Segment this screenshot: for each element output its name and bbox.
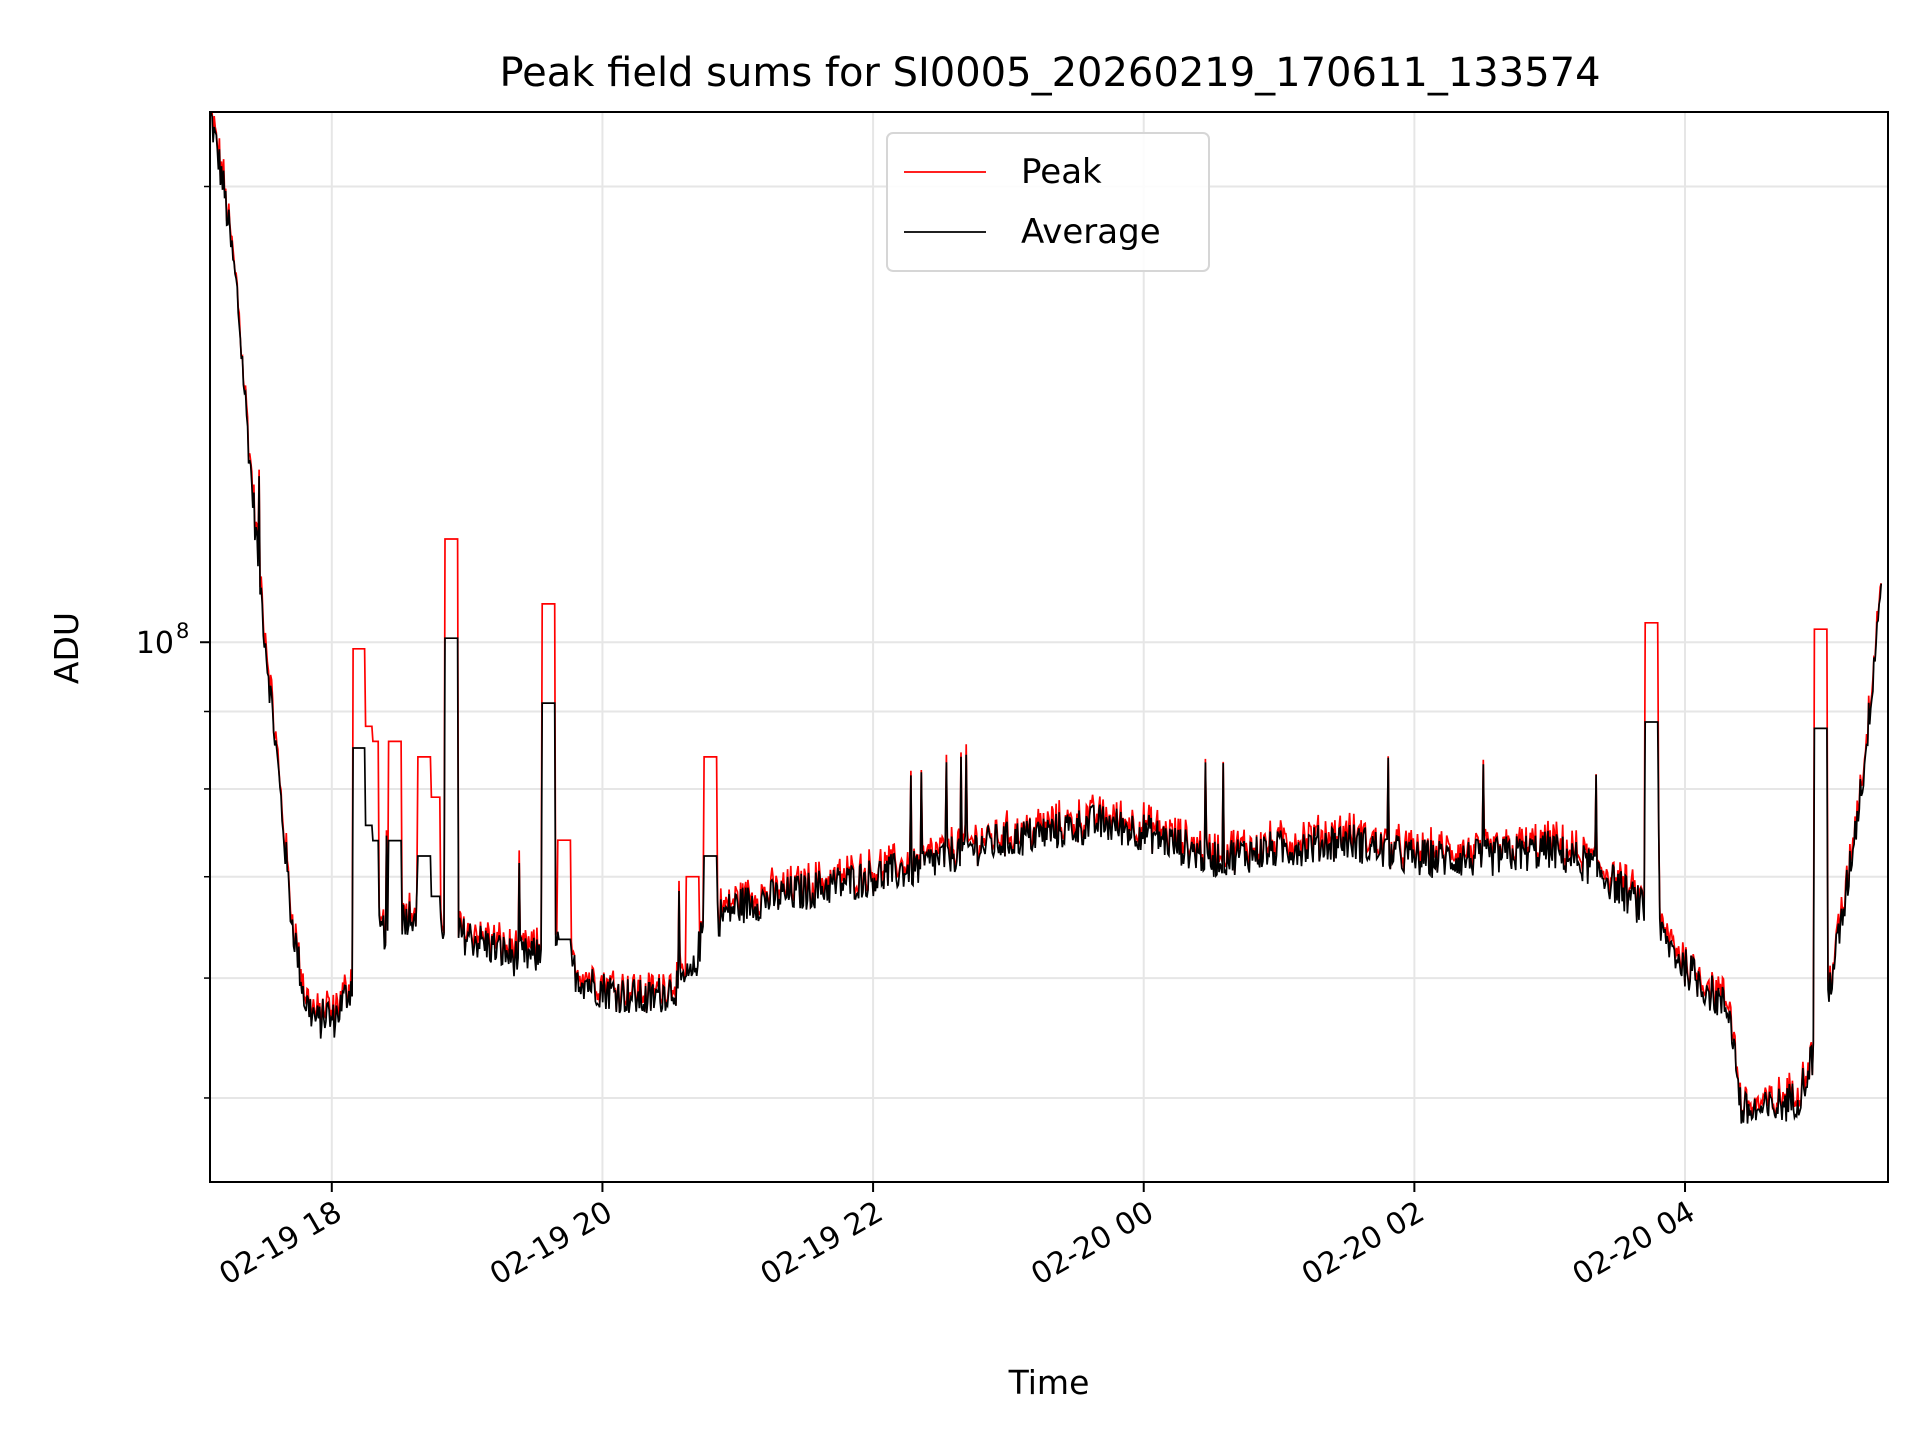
x-tick-label: 02-19 18 (213, 1195, 347, 1293)
x-tick-label: 02-20 00 (1025, 1195, 1159, 1293)
plot-frame (209, 111, 1889, 1183)
plot-background (210, 112, 1888, 1182)
legend-peak-label: Peak (1021, 152, 1102, 192)
x-tick-label: 02-20 02 (1296, 1195, 1430, 1293)
x-axis-ticks: 02-19 18 02-19 20 02-19 22 02-20 00 02-20 02… (213, 1182, 1701, 1292)
y-tick-exponent: 8 (176, 619, 189, 643)
legend-frame (886, 132, 1210, 272)
x-tick-label: 02-19 22 (755, 1195, 889, 1293)
peak-series-line (210, 111, 1883, 1122)
y-tick-label: 10 (136, 626, 174, 661)
legend: Peak Average (886, 132, 1210, 272)
y-axis-ticks: 10 8 (136, 185, 210, 1099)
grid-lines (210, 112, 1888, 1182)
chart-title: Peak field sums for SI0005_20260219_1706… (499, 50, 1600, 96)
legend-average-label: Average (1021, 212, 1161, 252)
x-tick-label: 02-20 04 (1567, 1195, 1701, 1293)
average-series-line (209, 111, 1883, 1124)
y-axis-title: ADU (47, 612, 86, 684)
x-axis-title: Time (1008, 1363, 1090, 1402)
x-tick-label: 02-19 20 (484, 1195, 618, 1293)
plot-area (209, 111, 1889, 1183)
series-lines (209, 111, 1883, 1124)
